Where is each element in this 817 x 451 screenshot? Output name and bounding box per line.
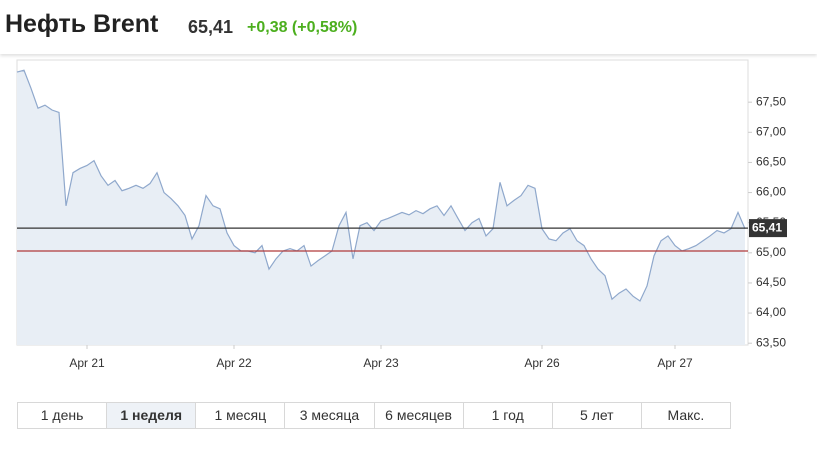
price-marker-label: 65,41	[752, 220, 782, 234]
area-fill	[17, 70, 745, 345]
price: 65,41	[188, 17, 234, 37]
price-change: +0,38 (+0,58%)	[247, 19, 358, 36]
x-tick-label: Apr 23	[363, 356, 399, 370]
x-tick-label: Apr 22	[216, 356, 252, 370]
y-tick-label: 64,50	[756, 275, 786, 289]
period-button[interactable]: 1 месяц	[196, 403, 286, 428]
period-button[interactable]: 3 месяца	[285, 403, 375, 428]
y-tick-label: 63,50	[756, 335, 786, 349]
y-tick-label: 64,00	[756, 305, 786, 319]
y-tick-label: 66,50	[756, 155, 786, 169]
period-selector: 1 день 1 неделя 1 месяц 3 месяца 6 месяцев 1 …	[17, 402, 731, 429]
chart: Investing.com63,5064,0064,5065,0065,5066…	[16, 59, 787, 370]
period-button[interactable]: 1 год	[464, 403, 553, 428]
y-tick-label: 67,00	[756, 124, 786, 138]
period-button[interactable]: 1 день	[18, 403, 108, 428]
period-button[interactable]: 1 неделя	[107, 403, 197, 428]
x-tick-label: Apr 21	[69, 356, 105, 370]
y-tick-label: 66,00	[756, 185, 786, 199]
header: Нефть Brent 65,41 +0,38 (+0,58%)	[0, 0, 817, 54]
period-button[interactable]: 6 месяцев	[375, 403, 464, 428]
title: Нефть Brent	[5, 10, 159, 38]
x-tick-label: Apr 26	[524, 356, 560, 370]
price-marker	[749, 219, 787, 238]
x-tick-label: Apr 27	[657, 356, 693, 370]
line	[16, 69, 746, 302]
period-button[interactable]: Макс.	[667, 407, 705, 423]
y-tick-label: 65,00	[756, 245, 786, 259]
y-tick-label: 67,50	[756, 94, 786, 108]
period-button[interactable]: 5 лет	[553, 403, 642, 428]
